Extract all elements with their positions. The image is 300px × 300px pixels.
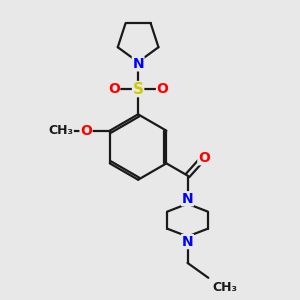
- Text: CH₃: CH₃: [212, 281, 237, 294]
- Text: N: N: [182, 192, 193, 206]
- Text: S: S: [133, 82, 144, 97]
- Text: O: O: [108, 82, 120, 96]
- Text: CH₃: CH₃: [48, 124, 73, 137]
- Text: O: O: [80, 124, 92, 138]
- Text: N: N: [132, 57, 144, 71]
- Text: O: O: [157, 82, 168, 96]
- Text: O: O: [198, 151, 210, 165]
- Text: N: N: [182, 235, 193, 248]
